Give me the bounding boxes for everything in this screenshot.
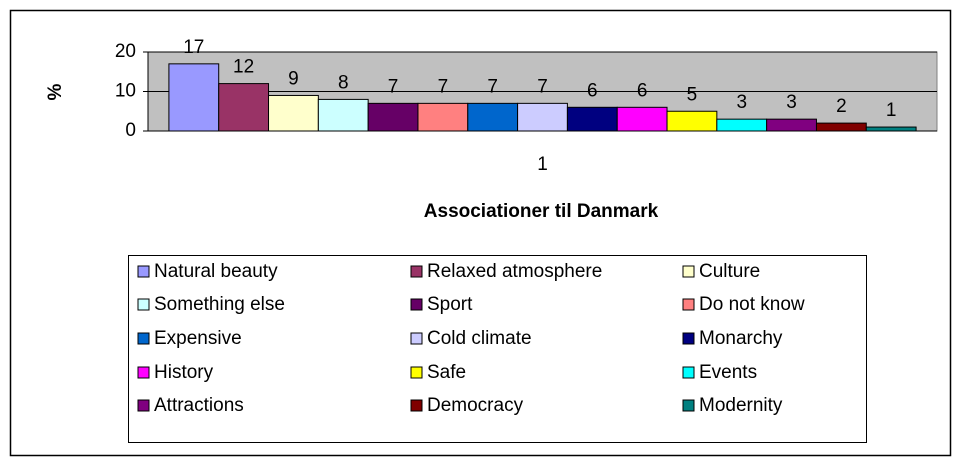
legend-swatch: [682, 366, 695, 379]
legend-swatch: [410, 332, 423, 345]
data-label: 7: [537, 76, 548, 97]
legend-swatch: [410, 265, 423, 278]
legend-swatch: [137, 265, 150, 278]
legend-label: History: [154, 362, 214, 383]
legend-label: Something else: [154, 294, 285, 315]
legend-label: Cold climate: [427, 328, 532, 349]
legend-label: Sport: [427, 294, 473, 315]
bar: [865, 126, 917, 132]
legend-label: Attractions: [154, 395, 244, 416]
y-tick-label: 20: [115, 41, 136, 62]
data-label: 7: [438, 76, 449, 97]
bar: [317, 98, 369, 132]
legend-label: Safe: [427, 362, 466, 383]
data-label: 3: [736, 92, 747, 113]
legend-box: [128, 255, 867, 443]
data-label: 9: [288, 68, 299, 89]
legend-swatch: [682, 298, 695, 311]
data-label: 6: [637, 80, 648, 101]
bar: [517, 102, 568, 132]
bar: [168, 63, 220, 132]
bar: [766, 118, 817, 132]
bar: [815, 122, 867, 132]
legend-swatch: [682, 332, 695, 345]
data-label: 7: [388, 76, 399, 97]
data-label: 17: [183, 37, 204, 58]
bar: [666, 110, 718, 132]
legend-label: Modernity: [699, 395, 783, 416]
data-label: 5: [687, 84, 698, 105]
legend-label: Culture: [699, 261, 760, 282]
y-axis-title: %: [45, 83, 66, 100]
legend-label: Monarchy: [699, 328, 783, 349]
y-tick-label: 10: [115, 81, 136, 102]
legend-swatch: [682, 399, 695, 412]
legend-swatch: [410, 399, 423, 412]
data-label: 6: [587, 80, 598, 101]
legend-label: Relaxed atmosphere: [427, 261, 602, 282]
legend-swatch: [137, 366, 150, 379]
x-axis-title: Associationer til Danmark: [424, 201, 659, 222]
bar: [467, 102, 519, 132]
legend-swatch: [137, 298, 150, 311]
data-label: 3: [786, 92, 797, 113]
legend-label: Expensive: [154, 328, 242, 349]
bar: [716, 118, 768, 132]
data-label: 2: [836, 96, 847, 117]
bar: [218, 83, 270, 132]
y-tick-label: 0: [125, 120, 136, 141]
legend-label: Natural beauty: [154, 261, 278, 282]
data-label: 8: [338, 72, 349, 93]
bar: [367, 102, 419, 132]
data-label: 12: [233, 57, 254, 78]
legend-swatch: [137, 332, 150, 345]
legend-swatch: [682, 265, 695, 278]
legend-swatch: [410, 366, 423, 379]
bar: [566, 106, 618, 132]
bar: [268, 94, 319, 132]
data-label: 1: [886, 100, 897, 121]
legend-label: Democracy: [427, 395, 524, 416]
legend-swatch: [137, 399, 150, 412]
bar: [616, 106, 668, 132]
legend-label: Do not know: [699, 294, 805, 315]
legend-label: Events: [699, 362, 757, 383]
x-tick-label: 1: [537, 154, 548, 175]
bar: [417, 102, 469, 132]
legend-swatch: [410, 298, 423, 311]
data-label: 7: [487, 76, 498, 97]
